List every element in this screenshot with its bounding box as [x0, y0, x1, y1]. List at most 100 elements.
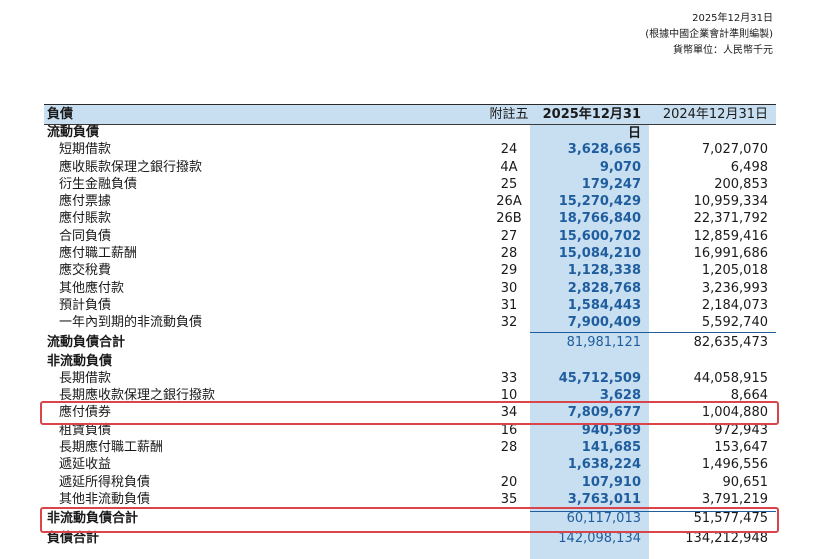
total-liabilities-row: 負債合計 142,098,134 134,212,948 [44, 529, 776, 548]
row-prior: 3,236,993 [701, 280, 768, 296]
accounting-standard: (根據中國企業會計準則編製) [645, 29, 773, 40]
row-note: 29 [500, 263, 518, 279]
table-row: 應付債券 34 7,809,677 1,004,880 [44, 404, 776, 421]
row-note: 27 [500, 228, 518, 244]
table-header-row: 負債 附註五 2025年12月31日 2024年12月31日 [44, 105, 776, 141]
header-prior-year: 2024年12月31日 [662, 107, 768, 122]
row-current: 141,685 [581, 440, 641, 456]
current-year-column-highlight [530, 107, 649, 559]
row-current: 15,270,429 [558, 194, 641, 210]
row-current: 107,910 [581, 474, 641, 490]
row-current: 15,084,210 [558, 246, 641, 262]
row-note: 35 [500, 491, 518, 507]
row-current: 940,369 [581, 422, 641, 438]
row-current: 2,828,768 [567, 280, 641, 296]
row-prior: 1,496,556 [701, 457, 768, 473]
row-label: 短期借款 [59, 142, 112, 158]
total-liabilities-prior: 134,212,948 [685, 531, 768, 547]
current-liabilities-title-row: 流動負債 [44, 124, 776, 141]
row-current: 45,712,509 [558, 370, 641, 386]
row-note: 4A [500, 159, 518, 175]
row-current: 9,070 [599, 159, 641, 175]
liabilities-table: 負債 附註五 2025年12月31日 2024年12月31日 流動負債 短期借款… [44, 105, 776, 548]
row-note: 10 [500, 388, 518, 404]
row-prior: 10,959,334 [693, 194, 768, 210]
table-row: 遞延收益 1,638,224 1,496,556 [44, 456, 776, 473]
noncurrent-liabilities-title: 非流動負債 [47, 353, 113, 369]
row-label: 應付債券 [59, 405, 112, 421]
table-row: 合同負債 27 15,600,702 12,859,416 [44, 228, 776, 245]
row-prior: 22,371,792 [693, 211, 768, 227]
row-label: 其他非流動負債 [59, 491, 151, 507]
noncurrent-total-current: 60,117,013 [566, 511, 641, 527]
annotation-box-bonds-payable [40, 401, 779, 425]
row-current: 18,766,840 [558, 211, 641, 227]
row-current: 15,600,702 [558, 228, 641, 244]
header-bottom-rule [44, 124, 776, 125]
row-prior: 44,058,915 [693, 370, 768, 386]
row-label: 應交稅費 [59, 263, 112, 279]
table-row: 應付職工薪酬 28 15,084,210 16,991,686 [44, 245, 776, 262]
current-liabilities-title: 流動負債 [47, 125, 100, 140]
current-total-current: 81,981,121 [566, 334, 641, 350]
table-row: 一年內到期的非流動負債 32 7,900,409 5,592,740 [44, 314, 776, 331]
row-current: 7,809,677 [567, 405, 641, 421]
row-prior: 2,184,073 [701, 297, 768, 313]
row-label: 應收賬款保理之銀行撥款 [59, 159, 203, 175]
table-row: 預計負債 31 1,584,443 2,184,073 [44, 297, 776, 314]
table-row: 短期借款 24 3,628,665 7,027,070 [44, 141, 776, 158]
header-note: 附註五 [489, 107, 529, 122]
row-label: 應付票據 [59, 194, 112, 210]
row-prior: 1,205,018 [701, 263, 768, 279]
row-current: 1,584,443 [567, 297, 641, 313]
row-current: 3,628,665 [567, 142, 641, 158]
table-top-rule [44, 104, 776, 105]
noncurrent-subtotal-rule [530, 511, 776, 512]
row-label: 衍生金融負債 [59, 176, 138, 192]
row-prior: 12,859,416 [693, 228, 768, 244]
current-total-label: 流動負債合計 [47, 334, 126, 350]
row-label: 應付職工薪酬 [59, 246, 138, 262]
row-note: 26A [496, 194, 522, 210]
row-label: 其他應付款 [59, 280, 125, 296]
row-prior: 90,651 [722, 474, 769, 490]
table-row: 應付賬款 26B 18,766,840 22,371,792 [44, 210, 776, 227]
row-note: 16 [500, 422, 518, 438]
row-prior: 1,004,880 [701, 405, 768, 421]
row-note: 32 [500, 315, 518, 331]
table-row: 衍生金融負債 25 179,247 200,853 [44, 176, 776, 193]
current-total-prior: 82,635,473 [693, 334, 768, 350]
row-label: 應付賬款 [59, 211, 112, 227]
row-note: 26B [496, 211, 522, 227]
row-note: 28 [500, 246, 518, 262]
row-note: 25 [500, 176, 518, 192]
row-prior: 8,664 [730, 388, 768, 404]
table-row: 其他非流動負債 35 3,763,011 3,791,219 [44, 491, 776, 508]
noncurrent-total-prior: 51,577,475 [693, 511, 768, 527]
row-current: 7,900,409 [567, 315, 641, 331]
row-prior: 200,853 [714, 176, 768, 192]
row-prior: 153,647 [714, 440, 768, 456]
row-label: 預計負債 [59, 297, 112, 313]
row-note: 31 [500, 297, 518, 313]
table-row: 應收賬款保理之銀行撥款 4A 9,070 6,498 [44, 159, 776, 176]
report-date: 2025年12月31日 [692, 13, 773, 24]
row-prior: 7,027,070 [701, 142, 768, 158]
table-row: 應交稅費 29 1,128,338 1,205,018 [44, 262, 776, 279]
noncurrent-liabilities-total-row: 非流動負債合計 60,117,013 51,577,475 [44, 508, 776, 529]
row-label: 長期應付職工薪酬 [59, 440, 164, 456]
row-current: 3,763,011 [567, 491, 641, 507]
row-current: 1,128,338 [567, 263, 641, 279]
row-prior: 972,943 [714, 422, 768, 438]
row-note: 30 [500, 280, 518, 296]
row-note: 28 [500, 440, 518, 456]
row-note: 20 [500, 474, 518, 490]
row-note: 34 [500, 405, 518, 421]
row-current: 1,638,224 [567, 457, 641, 473]
row-label: 遞延所得稅負債 [59, 474, 151, 490]
current-subtotal-rule [530, 332, 776, 333]
row-current: 3,628 [599, 388, 641, 404]
annotation-box-noncurrent-total [40, 507, 779, 533]
table-row: 其他應付款 30 2,828,768 3,236,993 [44, 280, 776, 297]
table-row: 應付票據 26A 15,270,429 10,959,334 [44, 193, 776, 210]
